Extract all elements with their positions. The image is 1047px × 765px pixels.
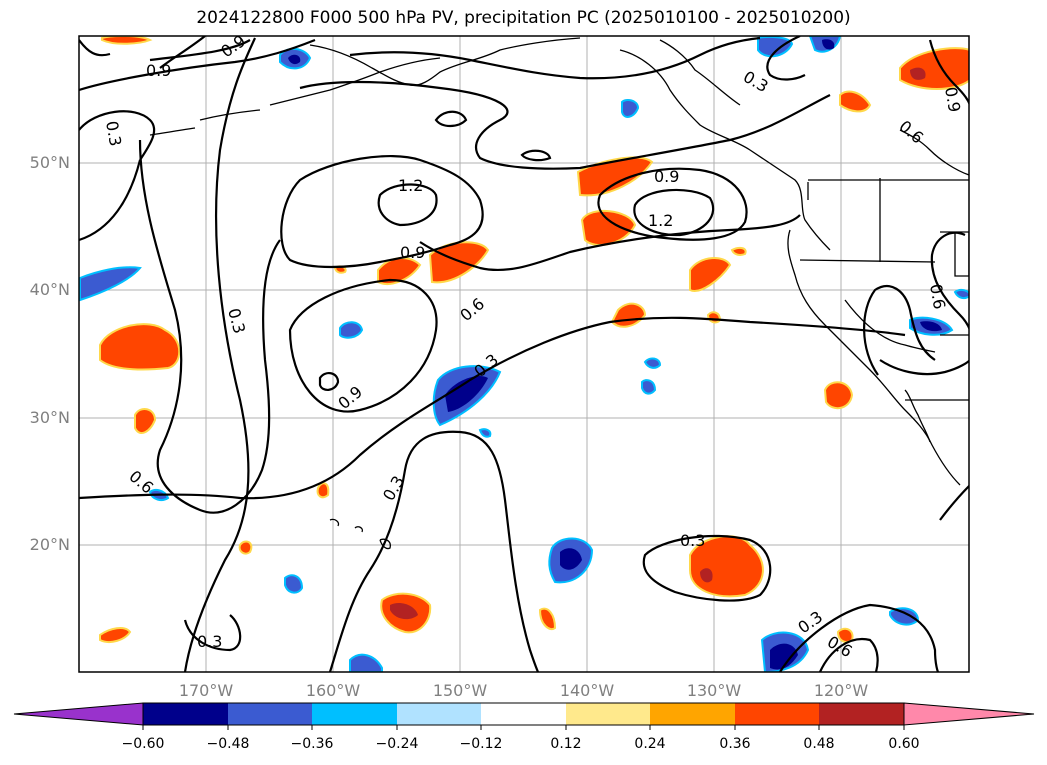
contour-label: 0.3	[680, 531, 705, 550]
lon-label-150w: 150°W	[432, 681, 488, 700]
graticule	[79, 36, 969, 672]
colorbar-tick-label: −0.60	[121, 736, 165, 752]
colorbar-segment	[481, 703, 566, 725]
contour-label: 1.2	[648, 211, 673, 230]
lon-label-170w: 170°W	[178, 681, 234, 700]
colorbar-tick-label: 0.60	[888, 736, 920, 752]
contour-label: 1.2	[398, 176, 423, 195]
colorbar-segment	[650, 703, 735, 725]
precip-positive	[99, 36, 969, 643]
contour-label: 0.9	[146, 61, 171, 80]
map-frame	[78, 35, 970, 673]
lon-label-130w: 130°W	[686, 681, 742, 700]
contour-label: 0.3	[102, 119, 125, 147]
colorbar-segment	[566, 703, 650, 725]
lat-label-30n: 30°N	[29, 408, 70, 427]
colorbar-tick-label: −0.36	[290, 736, 334, 752]
lat-label-20n: 20°N	[29, 535, 70, 554]
colorbar-segment	[143, 703, 228, 725]
colorbar-tick-label: 0.36	[719, 736, 751, 752]
map-content: 0.9 0.9 0.3 0.3 0.6 0.3 1.2 0.9 1.2 0.9 …	[79, 36, 969, 672]
contour-label: 0.3	[224, 306, 249, 336]
lon-label-140w: 140°W	[559, 681, 615, 700]
lon-label-120w: 120°W	[813, 681, 869, 700]
colorbar-segment	[397, 703, 481, 725]
contour-label: 0.9	[941, 85, 964, 113]
coastlines	[149, 37, 969, 550]
precip-positive-core	[390, 67, 926, 620]
precip-negative-core	[288, 39, 942, 670]
lat-label-40n: 40°N	[29, 280, 70, 299]
colorbar-tick-label: −0.48	[206, 736, 250, 752]
precip-negative	[79, 36, 969, 672]
colorbar-extend-low	[13, 702, 144, 726]
lat-label-50n: 50°N	[29, 153, 70, 172]
colorbar-segment	[228, 703, 312, 725]
colorbar-tick-label: 0.12	[550, 736, 582, 752]
contour-label: 0.3	[197, 632, 222, 651]
colorbar-segment	[312, 703, 397, 725]
colorbar-tick-label: −0.12	[459, 736, 503, 752]
contour-label: 0.9	[334, 382, 366, 413]
colorbar-frame	[142, 702, 905, 726]
colorbar-extend-high	[903, 702, 1035, 726]
colorbar	[13, 702, 1035, 730]
lon-label-160w: 160°W	[305, 681, 361, 700]
contour-label: 0.6	[456, 294, 488, 325]
colorbar-tick-label: 0.48	[803, 736, 835, 752]
contour-label: 0.6	[926, 282, 949, 310]
contour-label: 0.3	[794, 607, 826, 637]
contour-label: 0.9	[654, 167, 679, 186]
colorbar-tick-label: −0.24	[375, 736, 419, 752]
contour-label: 0.3	[740, 67, 772, 96]
contour-label: 0.9	[400, 243, 425, 262]
colorbar-segment	[819, 703, 904, 725]
colorbar-tick-label: 0.24	[634, 736, 666, 752]
map-title: 2024122800 F000 500 hPa PV, precipitatio…	[196, 8, 851, 28]
colorbar-segment	[735, 703, 819, 725]
pv-contours	[79, 36, 969, 672]
